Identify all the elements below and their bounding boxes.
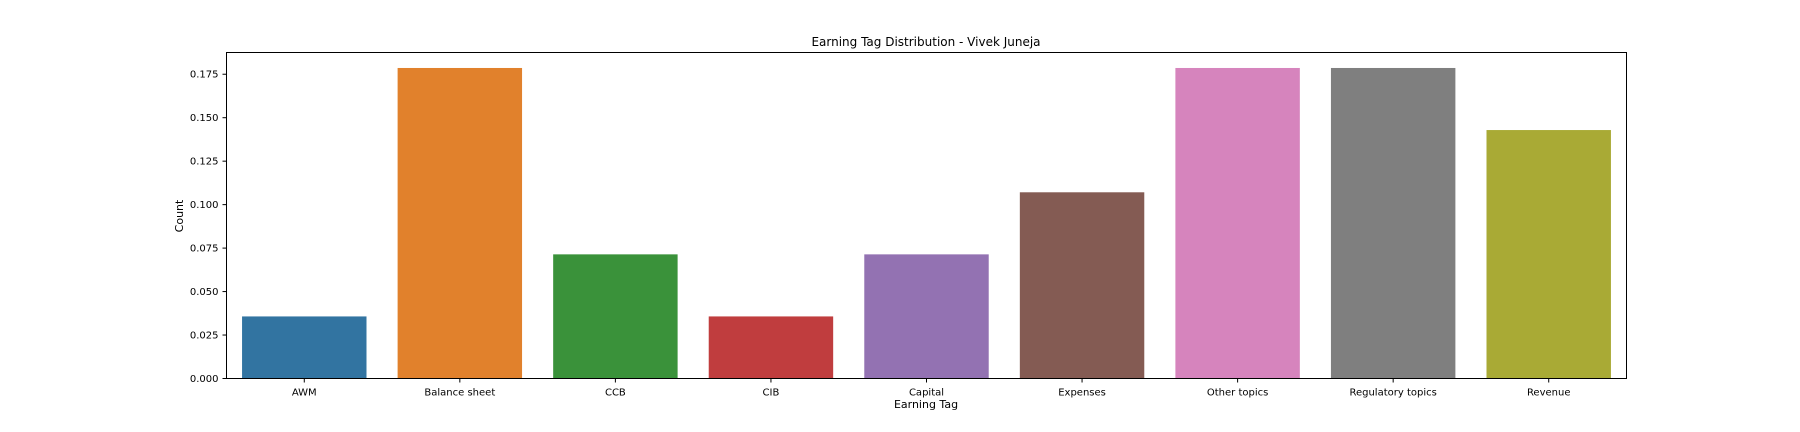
- y-tick-label: 0.025: [190, 331, 219, 342]
- bar-balance-sheet: [397, 67, 523, 379]
- bar-ccb: [553, 254, 678, 379]
- y-tick-label: 0.050: [190, 287, 219, 298]
- bar-regulatory-topics: [1330, 67, 1456, 379]
- x-axis-ticks: AWM Balance sheet CCB CIB Capital Expenses Oth…: [292, 378, 1571, 399]
- x-tick-label: Balance sheet: [424, 388, 495, 399]
- bar-revenue: [1486, 130, 1611, 379]
- y-tick-label: 0.100: [190, 200, 219, 211]
- y-axis-label: Count: [173, 199, 186, 232]
- x-tick-label: CCB: [605, 388, 626, 399]
- y-tick-label: 0.000: [190, 374, 219, 385]
- bar-awm: [242, 316, 367, 379]
- chart-title: Earning Tag Distribution - Vivek Juneja: [811, 35, 1040, 49]
- y-tick-label: 0.175: [190, 70, 219, 81]
- bar-capital: [864, 254, 989, 379]
- bar-other-topics: [1175, 67, 1300, 379]
- x-tick-label: Expenses: [1058, 388, 1106, 399]
- x-tick-label: Regulatory topics: [1349, 388, 1436, 399]
- x-tick-label: CIB: [763, 388, 780, 399]
- plot-frame: [226, 52, 1627, 379]
- x-tick-label: Revenue: [1527, 388, 1571, 399]
- y-tick-label: 0.125: [190, 157, 219, 168]
- bar-cib: [708, 316, 834, 379]
- bars-group: [242, 67, 1611, 379]
- bar-expenses: [1019, 192, 1145, 379]
- x-tick-label: Capital: [909, 388, 944, 399]
- x-tick-label: Other topics: [1207, 388, 1268, 399]
- y-tick-label: 0.150: [190, 113, 219, 124]
- x-axis-label: Earning Tag: [894, 398, 958, 411]
- y-axis-ticks: 0.000 0.025 0.050 0.075 0.100 0.125 0.150 0.175: [190, 70, 227, 385]
- y-tick-label: 0.075: [190, 244, 219, 255]
- x-tick-label: AWM: [292, 388, 317, 399]
